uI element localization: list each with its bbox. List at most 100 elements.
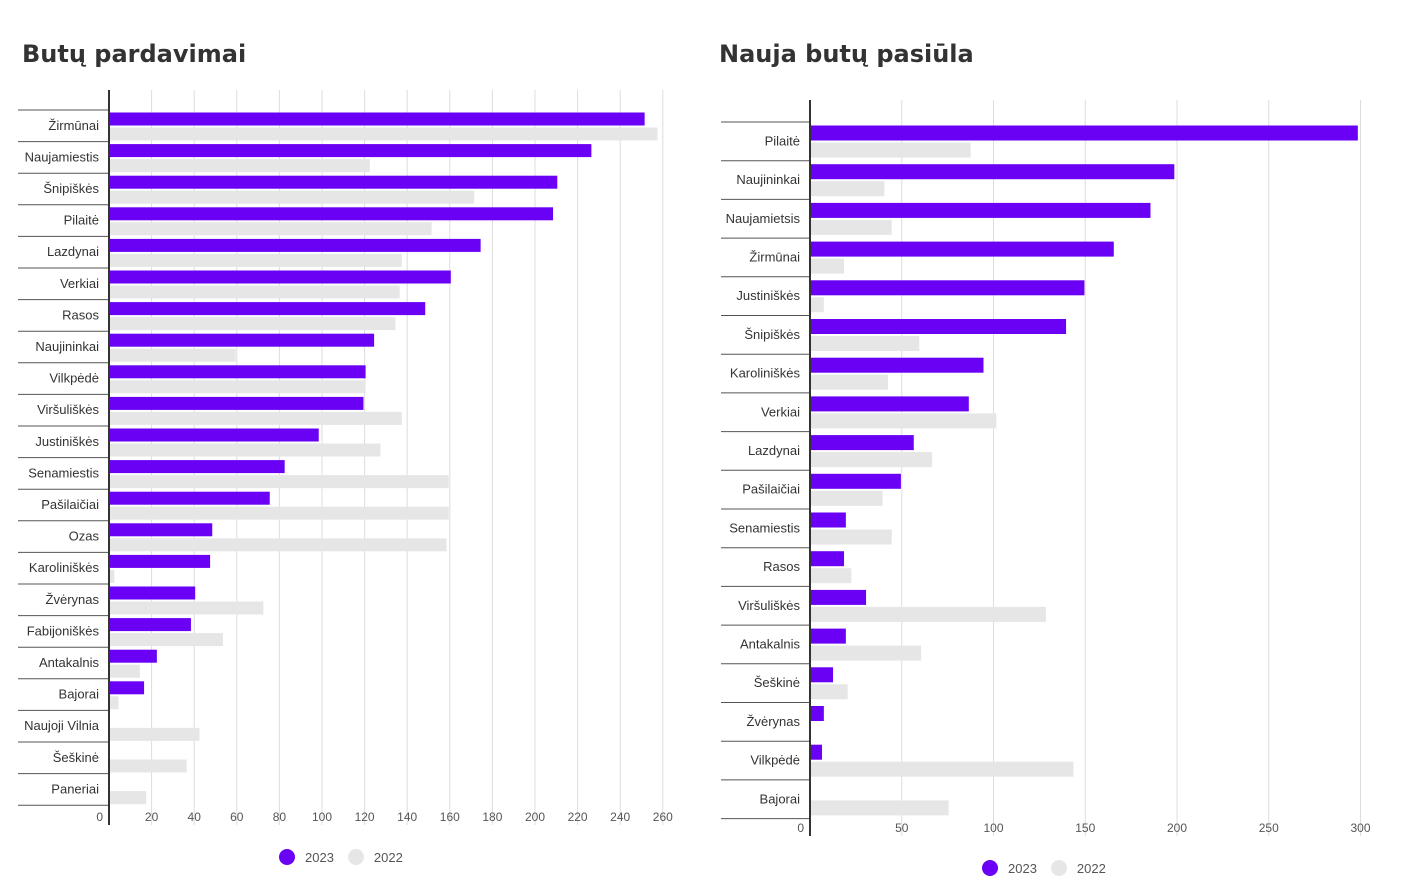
- bar-2023: [110, 618, 191, 632]
- x-tick-label: 80: [273, 810, 287, 824]
- bar-2022: [110, 348, 236, 362]
- bar-2022: [110, 664, 140, 678]
- category-label: Karoliniškės: [730, 366, 801, 381]
- category-label: Viršuliškės: [738, 598, 800, 613]
- bar-2023: [811, 628, 846, 644]
- bar-2023: [811, 473, 901, 489]
- category-label: Senamiestis: [28, 465, 99, 480]
- bar-2022: [811, 336, 920, 351]
- x-tick-label: 0: [96, 810, 103, 824]
- bar-2022: [110, 380, 366, 394]
- legend-item-2022[interactable]: 2022: [1050, 860, 1106, 876]
- bar-2023: [110, 554, 211, 568]
- bar-2023: [110, 649, 157, 663]
- bar-2023: [811, 357, 984, 373]
- bar-2022: [811, 374, 889, 390]
- sales-bar-chart: 0 20 40 60 80 100 120 140 160 180 200 220 240 260 Žirm…: [18, 90, 673, 825]
- bar-2022: [811, 142, 971, 158]
- bar-2023: [811, 744, 823, 760]
- category-label: Pašilaičiai: [41, 497, 99, 512]
- x-tick-label: 250: [1259, 821, 1279, 835]
- legend-item-2022[interactable]: 2022: [347, 849, 403, 865]
- bar-2022: [811, 452, 933, 468]
- bar-2022: [110, 443, 381, 457]
- bar-2022: [110, 190, 475, 204]
- legend-label: 2023: [305, 849, 334, 865]
- x-tick-label: 300: [1350, 821, 1370, 835]
- bar-2022: [110, 696, 119, 710]
- legend-label: 2023: [1008, 860, 1037, 876]
- bar-2023: [811, 551, 845, 567]
- bar-2022: [110, 727, 200, 741]
- category-label: Vilkpėdė: [750, 753, 800, 768]
- x-tick-label: 100: [312, 810, 332, 824]
- category-label: Antakalnis: [39, 655, 99, 670]
- x-tick-label: 60: [230, 810, 244, 824]
- legend-item-2023[interactable]: 2023: [279, 849, 334, 865]
- bar-2023: [811, 435, 914, 451]
- bar-2022: [110, 538, 447, 552]
- bar-2023: [110, 396, 364, 410]
- x-tick-label: 220: [568, 810, 588, 824]
- category-label: Vilkpėdė: [49, 371, 99, 386]
- x-tick-label: 150: [1075, 821, 1095, 835]
- category-label: Žvėrynas: [46, 592, 100, 607]
- chart-legend: 2023 2022: [279, 849, 417, 865]
- bar-2022: [811, 413, 997, 429]
- x-tick-label: 120: [355, 810, 375, 824]
- category-label: Paneriai: [51, 781, 99, 796]
- bar-2023: [110, 207, 554, 221]
- x-tick-label: 260: [653, 810, 673, 824]
- category-label: Naujininkai: [736, 172, 800, 187]
- category-label: Žvėrynas: [747, 714, 801, 729]
- sales-chart-panel: Butų pardavimai 0 20 40 60 80 100 120 140 160 180…: [18, 40, 673, 865]
- bar-2023: [110, 586, 196, 600]
- chart-title: Butų pardavimai: [22, 40, 247, 68]
- x-tick-label: 0: [797, 821, 804, 835]
- bar-2022: [110, 569, 115, 583]
- bar-2022: [110, 253, 402, 267]
- bar-2023: [110, 144, 592, 158]
- bar-2023: [110, 523, 213, 537]
- bar-2023: [110, 460, 285, 474]
- bar-2023: [811, 125, 1358, 141]
- bar-2022: [110, 475, 449, 489]
- x-tick-label: 20: [145, 810, 159, 824]
- legend-label: 2022: [1076, 860, 1106, 876]
- bar-2023: [110, 175, 558, 189]
- category-label: Justiniškės: [35, 434, 99, 449]
- x-tick-label: 100: [983, 821, 1003, 835]
- category-label: Bajorai: [59, 687, 100, 702]
- category-label: Pilaitė: [765, 133, 800, 148]
- category-label: Senamiestis: [729, 520, 800, 535]
- bar-2023: [811, 396, 969, 412]
- bar-2022: [811, 684, 848, 700]
- category-label: Pašilaičiai: [742, 482, 800, 497]
- bar-2022: [110, 601, 264, 615]
- x-tick-label: 50: [895, 821, 909, 835]
- legend-swatch-2022: [347, 849, 364, 865]
- bar-2022: [811, 800, 949, 816]
- category-label: Viršuliškės: [37, 402, 99, 417]
- category-label: Bajorai: [760, 791, 801, 806]
- category-label: Fabijoniškės: [27, 623, 100, 638]
- bar-2023: [110, 365, 366, 379]
- x-tick-label: 40: [188, 810, 202, 824]
- category-label: Karoliniškės: [29, 560, 100, 575]
- bar-2022: [811, 529, 892, 545]
- category-label: Justiniškės: [736, 288, 800, 303]
- category-label: Šeškinė: [754, 675, 800, 690]
- x-tick-label: 200: [1167, 821, 1187, 835]
- bar-2023: [811, 667, 834, 683]
- bar-2022: [110, 633, 223, 647]
- legend-item-2023[interactable]: 2023: [982, 860, 1037, 876]
- bar-2023: [110, 270, 451, 284]
- category-label: Rasos: [62, 307, 99, 322]
- bar-2022: [811, 490, 883, 506]
- bar-2023: [811, 241, 1114, 257]
- bar-2022: [811, 297, 824, 313]
- category-label: Lazdynai: [748, 443, 800, 458]
- category-label: Žirmūnai: [749, 249, 800, 264]
- bar-2023: [811, 280, 1085, 296]
- bar-2022: [110, 791, 147, 805]
